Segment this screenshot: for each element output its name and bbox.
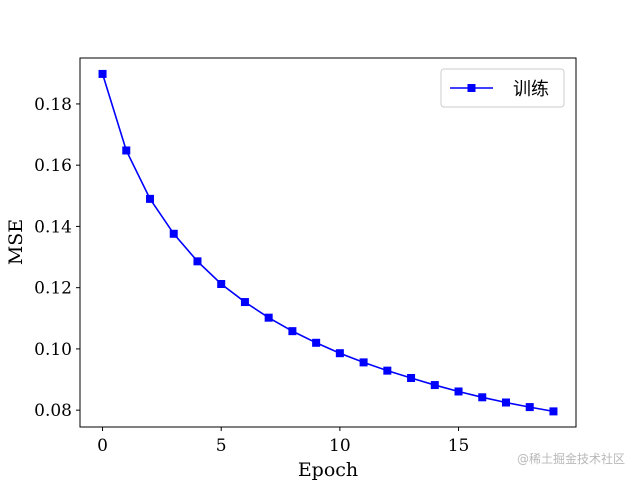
watermark: @稀土掘金技术社区 (517, 451, 625, 466)
data-point-marker (169, 229, 178, 238)
legend: 训练 (440, 68, 565, 108)
data-point-marker (146, 194, 155, 203)
legend-entry-label: 训练 (513, 79, 549, 100)
data-point-marker (383, 366, 392, 375)
data-point-marker (122, 146, 131, 155)
plot-frame (79, 57, 577, 428)
data-point-marker (217, 279, 226, 288)
data-point-marker (454, 387, 463, 396)
series-layer (98, 69, 558, 416)
data-point-marker (478, 393, 487, 402)
data-point-marker (98, 69, 107, 78)
y-axis: 0.08 0.10 0.12 0.14 0.16 0.18 (34, 95, 80, 421)
y-tick-label: 0.18 (34, 95, 72, 115)
x-tick-label: 10 (329, 436, 351, 456)
legend-marker-swatch (467, 84, 476, 92)
data-point-marker (264, 313, 273, 322)
data-point-marker (193, 257, 202, 266)
y-tick-label: 0.12 (34, 279, 72, 299)
data-point-marker (525, 403, 534, 412)
y-tick-label: 0.10 (34, 340, 72, 360)
data-point-marker (430, 381, 439, 390)
x-tick-label: 15 (448, 436, 470, 456)
data-point-marker (549, 407, 558, 416)
x-axis-label: Epoch (298, 459, 358, 480)
y-tick-label: 0.14 (34, 217, 72, 237)
y-tick-label: 0.16 (34, 156, 72, 176)
y-tick-label: 0.08 (34, 401, 72, 421)
x-tick-label: 0 (97, 436, 108, 456)
data-point-marker (240, 298, 249, 307)
data-point-marker (312, 338, 321, 347)
data-point-marker (501, 398, 510, 407)
x-axis: 0 5 10 15 (97, 427, 469, 456)
data-point-marker (407, 374, 416, 383)
x-tick-label: 5 (216, 436, 227, 456)
series-line (101, 73, 554, 413)
data-point-marker (288, 327, 297, 336)
data-point-marker (335, 349, 344, 358)
legend-box (440, 68, 565, 108)
data-point-marker (359, 358, 368, 367)
y-axis-label: MSE (5, 219, 27, 265)
